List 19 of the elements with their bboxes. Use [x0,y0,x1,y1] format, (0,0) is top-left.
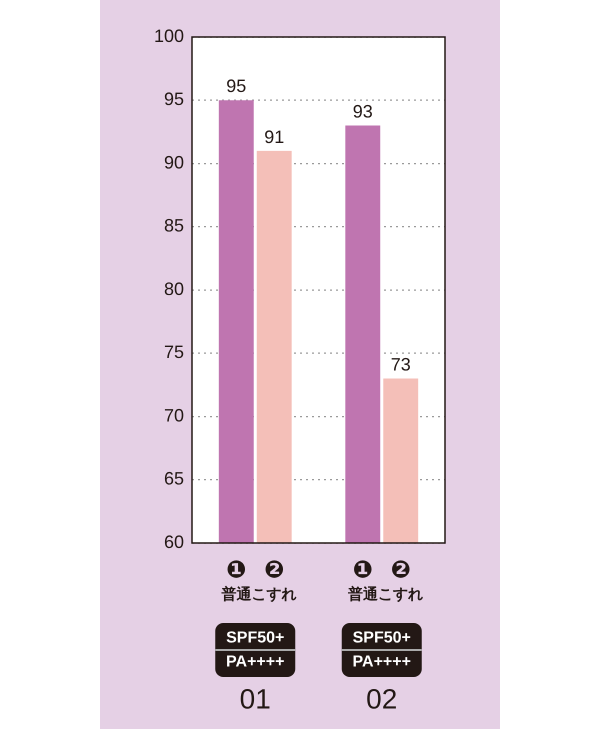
series-label: ❶ 普通 [220,556,252,604]
y-tick-label: 75 [164,342,184,362]
text: ❷ こすれ [252,556,297,604]
data-label: 93 [352,102,373,122]
x-tick-label: SPF50+ PA++++ 02 [352,629,411,715]
x-tick-label: SPF50+ PA++++ 01 [226,629,284,715]
data-label: 73 [390,354,411,375]
y-tick-label: 70 [164,405,184,426]
data-label: 95 [226,76,246,96]
y-tick-label: 85 [164,216,184,236]
data-label: 91 [264,126,284,147]
y-tick-label: 80 [164,278,184,299]
y-tick-label: 90 [164,152,184,172]
y-tick-label: 95 [164,89,184,110]
y-tick-label: 65 [164,468,184,489]
series-label: ❷ こすれ [378,556,424,604]
y-tick-label: 60 [164,532,184,552]
y-tick-label: 100 [154,26,184,46]
text: ❶ 普通 [348,556,378,604]
